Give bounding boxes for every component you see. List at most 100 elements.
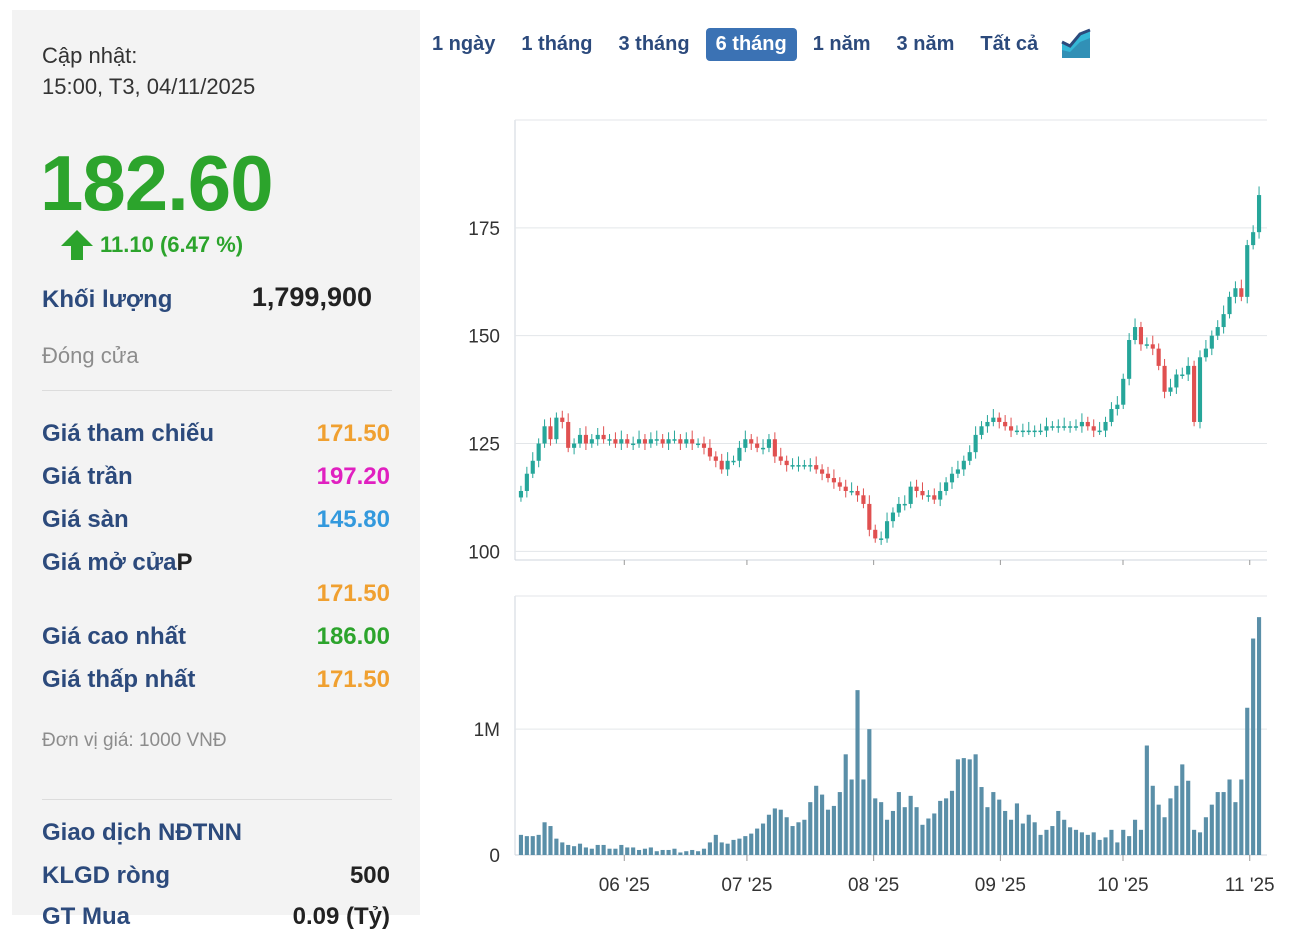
ref-price-label: Giá tham chiếu bbox=[42, 420, 215, 447]
tab-3-months[interactable]: 3 tháng bbox=[618, 32, 690, 55]
volume-bar bbox=[1020, 823, 1025, 855]
volume-bar bbox=[713, 834, 718, 855]
x-tick-label: 07 '25 bbox=[721, 875, 772, 896]
tab-all[interactable]: Tất cả bbox=[980, 32, 1039, 55]
candle-body bbox=[1221, 314, 1226, 328]
candle-body bbox=[589, 439, 594, 444]
volume-bar bbox=[1056, 810, 1061, 855]
candle-body bbox=[1144, 344, 1149, 346]
volume-bar bbox=[696, 851, 701, 855]
volume-bar bbox=[1062, 819, 1067, 855]
volume-bar bbox=[613, 848, 618, 855]
volume-bar bbox=[725, 843, 730, 855]
x-tick-label: 11 '25 bbox=[1225, 875, 1275, 896]
volume-bar bbox=[1197, 832, 1203, 855]
volume-bar bbox=[896, 792, 901, 855]
volume-bar bbox=[684, 851, 689, 855]
price-change: 11.10 (6.47 %) bbox=[60, 228, 243, 262]
volume-bar bbox=[944, 798, 949, 855]
candle-body bbox=[1168, 387, 1173, 392]
candle-body bbox=[1008, 426, 1014, 431]
volume-bar bbox=[772, 808, 777, 855]
volume-bar bbox=[654, 851, 659, 855]
volume-bar bbox=[524, 836, 529, 855]
candle-body bbox=[548, 426, 553, 440]
candle-body bbox=[778, 456, 783, 461]
candle-body bbox=[636, 439, 642, 444]
candle-body bbox=[914, 486, 919, 491]
volume-bar bbox=[1209, 804, 1214, 855]
candle-body bbox=[766, 439, 772, 448]
candle-body bbox=[1245, 245, 1250, 297]
candle-body bbox=[825, 473, 831, 479]
tab-1-day[interactable]: 1 ngày bbox=[432, 32, 496, 55]
volume-bar bbox=[1215, 792, 1220, 855]
volume-bar bbox=[1239, 779, 1244, 855]
open-price-label-text: Giá mở cửa bbox=[42, 549, 177, 576]
volume-bar bbox=[1044, 829, 1049, 855]
candle-body bbox=[642, 439, 648, 444]
volume-bar bbox=[560, 842, 565, 855]
stock-info-panel: Cập nhật: 15:00, T3, 04/11/2025 182.60 1… bbox=[12, 10, 420, 930]
candle-body bbox=[731, 460, 736, 463]
volume-bar bbox=[601, 844, 606, 855]
candle-body bbox=[619, 439, 624, 444]
x-tick-label: 06 '25 bbox=[599, 875, 650, 896]
volume-bar bbox=[595, 844, 600, 855]
candle-body bbox=[985, 421, 990, 427]
tab-3-years[interactable]: 3 năm bbox=[896, 32, 955, 55]
candle-body bbox=[820, 469, 825, 474]
open-price-value: 171.50 bbox=[316, 580, 390, 607]
candle-body bbox=[684, 439, 689, 444]
candle-body bbox=[554, 417, 559, 440]
volume-bar bbox=[790, 826, 795, 855]
volume-bar bbox=[554, 838, 559, 855]
net-volume-value: 500 bbox=[349, 862, 390, 889]
volume-bar bbox=[1251, 638, 1256, 855]
update-label: Cập nhật: bbox=[42, 43, 138, 68]
volume-bar bbox=[985, 807, 990, 855]
candle-body bbox=[1091, 426, 1096, 431]
candle-body bbox=[1239, 288, 1244, 297]
tab-6-months[interactable]: 6 tháng bbox=[705, 27, 797, 61]
candle-body bbox=[1056, 426, 1061, 428]
arrow-up-icon bbox=[61, 230, 93, 260]
volume-bar bbox=[814, 785, 819, 855]
volume-bar bbox=[583, 847, 588, 855]
candle-body bbox=[701, 443, 707, 448]
candle-body bbox=[814, 465, 819, 470]
candle-body bbox=[1121, 378, 1126, 405]
volume-bar bbox=[949, 790, 955, 855]
candle-body bbox=[536, 443, 541, 461]
volume-bar bbox=[1121, 829, 1126, 855]
chart-grid bbox=[514, 119, 1267, 856]
volume-bar bbox=[1174, 785, 1179, 855]
volume-bar bbox=[1245, 707, 1250, 855]
volume-bar bbox=[1032, 822, 1037, 855]
candle-body bbox=[1020, 430, 1025, 433]
volume-bar bbox=[1168, 798, 1173, 855]
volume-value: 1,799,900 bbox=[251, 282, 372, 312]
volume-bar bbox=[820, 794, 825, 855]
volume-bar bbox=[678, 852, 683, 855]
volume-bar bbox=[1091, 832, 1096, 855]
candle-body bbox=[890, 512, 896, 522]
buy-value: 0.09 (Tỷ) bbox=[292, 903, 390, 930]
volume-bar bbox=[625, 847, 630, 855]
candle-body bbox=[955, 469, 960, 474]
candle-body bbox=[518, 490, 524, 498]
candle-body bbox=[843, 486, 848, 491]
volume-bar bbox=[1156, 804, 1161, 855]
candle-body bbox=[572, 443, 577, 448]
candle-body bbox=[1079, 421, 1084, 427]
tab-1-year[interactable]: 1 năm bbox=[812, 32, 871, 55]
volume-bar bbox=[890, 810, 896, 855]
volume-bar bbox=[755, 828, 760, 855]
volume-bar bbox=[1186, 780, 1191, 855]
candle-body bbox=[997, 417, 1002, 422]
low-price-label: Giá thấp nhất bbox=[42, 666, 196, 693]
volume-bar bbox=[867, 729, 872, 855]
tab-1-month[interactable]: 1 tháng bbox=[521, 32, 593, 55]
area-chart-icon[interactable] bbox=[1060, 28, 1092, 60]
candle-body bbox=[1127, 340, 1132, 379]
